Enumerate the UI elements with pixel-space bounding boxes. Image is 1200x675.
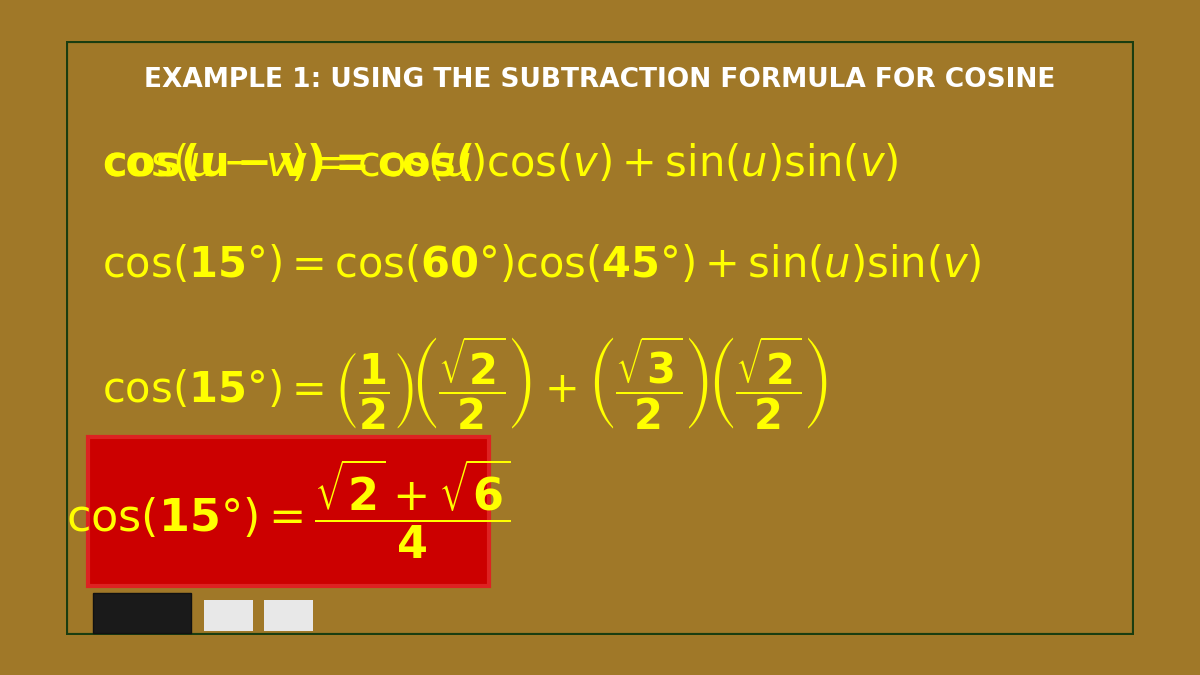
Text: $\mathbf{cos(}$$\mathit{\mathbf{u-v}}$$\mathbf{) = cos(}$: $\mathbf{cos(}$$\mathit{\mathbf{u-v}}$$\… (102, 142, 473, 185)
Text: $\cos(\mathit{u}-\mathit{v}) = \cos(\mathit{u})\cos(\mathit{v}) + \sin(\mathit{u: $\cos(\mathit{u}-\mathit{v}) = \cos(\mat… (102, 142, 898, 185)
Bar (92, 593, 191, 632)
Text: $\cos(\mathbf{15}°) = \left(\dfrac{\mathbf{1}}{\mathbf{2}}\right)\!\left(\dfrac{: $\cos(\mathbf{15}°) = \left(\dfrac{\math… (102, 335, 828, 433)
Text: EXAMPLE 1: USING THE SUBTRACTION FORMULA FOR COSINE: EXAMPLE 1: USING THE SUBTRACTION FORMULA… (144, 67, 1056, 93)
Text: $\cos(\mathbf{15}°) = \cos(\mathbf{60}°)\cos(\mathbf{45}°) + \sin(\mathit{u})\si: $\cos(\mathbf{15}°) = \cos(\mathbf{60}°)… (102, 244, 982, 286)
Bar (264, 600, 312, 631)
Bar (204, 600, 253, 631)
Text: $\cos(\mathbf{15}°) = \dfrac{\sqrt{\mathbf{2}}+\sqrt{\mathbf{6}}}{\mathbf{4}}$: $\cos(\mathbf{15}°) = \dfrac{\sqrt{\math… (66, 458, 511, 562)
FancyBboxPatch shape (89, 437, 488, 586)
